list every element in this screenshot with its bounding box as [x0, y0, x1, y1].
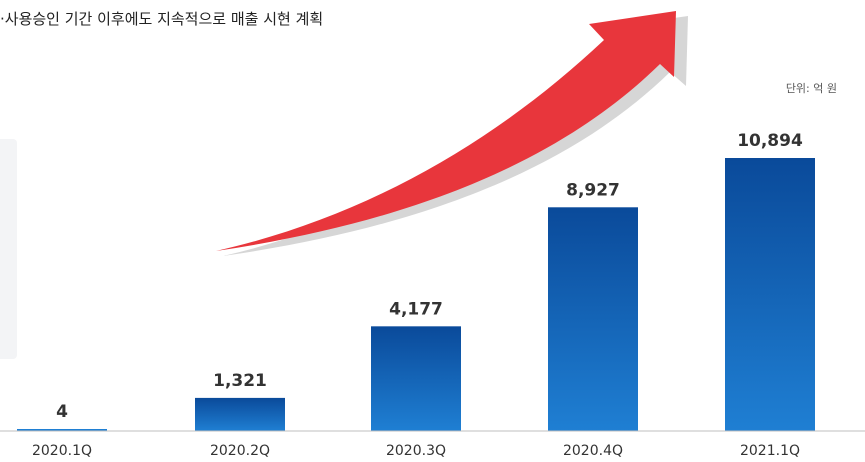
bars-group: 4 2020.1Q 1,321 2020.2Q 4,177 2020.3Q 8,927 202…	[17, 131, 815, 459]
bar-2021.1Q	[725, 158, 815, 431]
value-label: 4	[56, 402, 68, 422]
side-panel	[0, 139, 17, 359]
unit-label: 단위: 억 원	[785, 82, 837, 95]
bar-2020.2Q	[195, 397, 285, 431]
bar-2020.3Q	[371, 326, 461, 431]
value-label: 8,927	[566, 180, 620, 200]
bar-2020.4Q	[548, 207, 638, 431]
chart-title: ·사용승인 기간 이후에도 지속적으로 매출 시현 계획	[0, 10, 324, 28]
value-label: 4,177	[389, 299, 443, 319]
category-label: 2021.1Q	[740, 443, 800, 459]
value-label: 1,321	[213, 371, 267, 391]
category-label: 2020.3Q	[386, 443, 446, 459]
category-label: 2020.4Q	[563, 443, 623, 459]
bar-2020.1Q	[17, 429, 107, 431]
trend-arrow-body	[216, 11, 676, 251]
category-label: 2020.1Q	[32, 443, 92, 459]
value-label: 10,894	[737, 131, 803, 151]
category-label: 2020.2Q	[210, 443, 270, 459]
trend-arrow-icon	[216, 11, 688, 256]
